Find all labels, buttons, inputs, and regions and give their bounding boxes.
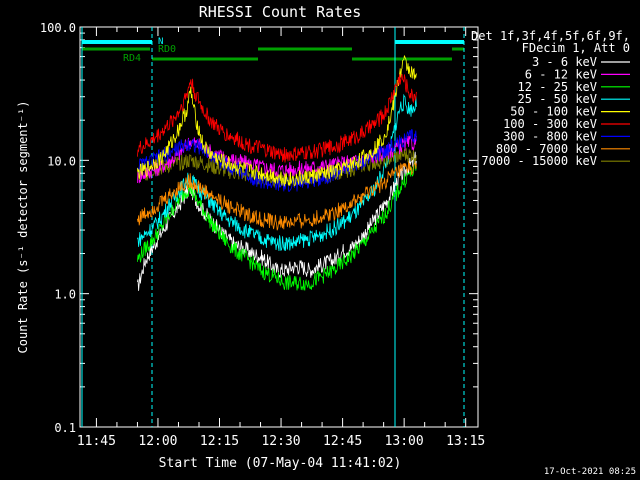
legend-header-line-1: Det 1f,3f,4f,5f,6f,9f,: [471, 29, 630, 43]
series-12-25-kev-line: [137, 161, 417, 291]
series-800-7000-kev-line: [137, 160, 417, 231]
legend-label: 6 - 12 keV: [525, 67, 597, 81]
y-tick-label: 10.0: [47, 154, 76, 168]
x-axis-ticks: 11:45 12:00 12:15 12:30 12:45 13:00 13:15: [77, 27, 485, 449]
x-tick-label: 12:00: [138, 434, 177, 449]
y-tick-label: 1.0: [54, 288, 76, 302]
legend-label: 300 - 800 keV: [503, 129, 597, 143]
y-tick-label: 100.0: [40, 21, 76, 35]
legend-label: 25 - 50 keV: [518, 92, 597, 106]
chart-title: RHESSI Count Rates: [199, 3, 362, 21]
legend-label: 50 - 100 keV: [510, 105, 597, 119]
series-25-50-kev-line: [137, 93, 417, 251]
timestamp: 17-Oct-2021 08:25: [544, 467, 636, 477]
series-3-6-kev-line: [137, 151, 417, 291]
x-tick-label: 11:45: [77, 434, 116, 449]
series-100-300-kev-line: [137, 73, 417, 163]
y-axis-ticks: 0.1 1.0 10.0 100.0: [40, 21, 478, 435]
legend-header-line-2: FDecim 1, Att 0: [522, 41, 630, 55]
x-tick-label: 13:15: [446, 434, 485, 449]
legend-label: 100 - 300 keV: [503, 117, 597, 131]
series-50-100-kev-line: [137, 55, 417, 187]
legend-label: 12 - 25 keV: [518, 80, 597, 94]
x-tick-label: 12:15: [200, 434, 239, 449]
y-axis-label: Count Rate (s⁻¹ detector segment⁻¹): [16, 101, 30, 354]
attenuator-label-rd0: RD0: [158, 44, 176, 55]
series-layer: [137, 55, 417, 291]
x-tick-label: 13:00: [385, 434, 424, 449]
plot-frame: [79, 26, 479, 428]
x-tick-label: 12:30: [261, 434, 300, 449]
legend-label: 800 - 7000 keV: [496, 142, 597, 156]
attenuator-label-rd4: RD4: [123, 53, 141, 64]
x-tick-label: 12:45: [323, 434, 362, 449]
legend-label: 7000 - 15000 keV: [481, 154, 597, 168]
legend-label: 3 - 6 keV: [532, 55, 597, 69]
x-axis-label: Start Time (07-May-04 11:41:02): [159, 456, 402, 471]
y-tick-label: 0.1: [54, 421, 76, 435]
attenuator-label-n: N: [158, 37, 163, 47]
